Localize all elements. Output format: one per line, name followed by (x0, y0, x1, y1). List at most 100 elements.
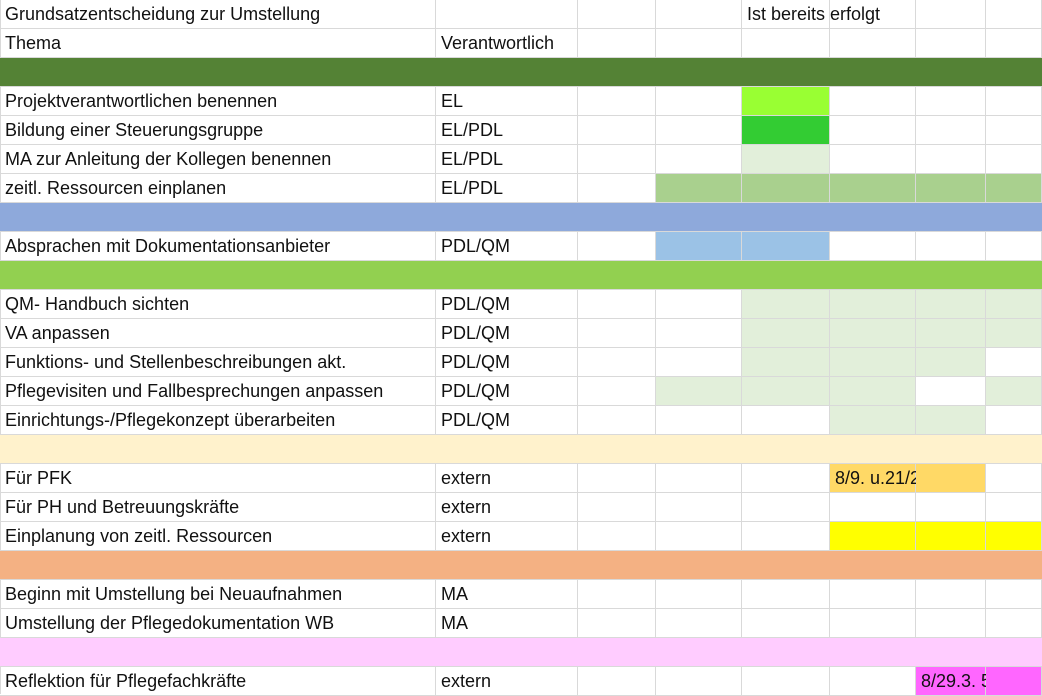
cell-f[interactable] (830, 609, 916, 638)
cell-h[interactable] (986, 0, 1042, 29)
cell-c[interactable] (578, 87, 656, 116)
cell-d[interactable] (656, 377, 742, 406)
cell-d[interactable] (656, 0, 742, 29)
cell-c[interactable] (578, 232, 656, 261)
cell-h[interactable] (986, 580, 1042, 609)
cell-b[interactable]: PDL/QM (436, 406, 578, 435)
cell-g[interactable] (916, 29, 986, 58)
cell-a[interactable]: Umstellung der Pflegedokumentation WB (0, 609, 436, 638)
cell-c[interactable] (578, 609, 656, 638)
cell-b[interactable]: PDL/QM (436, 319, 578, 348)
cell-b[interactable]: Verantwortlich (436, 29, 578, 58)
cell-f[interactable] (830, 87, 916, 116)
cell-f[interactable] (830, 348, 916, 377)
cell-e[interactable] (742, 493, 830, 522)
cell-d[interactable] (656, 348, 742, 377)
cell-a[interactable]: Pflegevisiten und Fallbesprechungen anpa… (0, 377, 436, 406)
cell-h[interactable] (986, 667, 1042, 696)
cell-h[interactable] (986, 290, 1042, 319)
cell-a[interactable]: Reflektion für Pflegefachkräfte (0, 667, 436, 696)
cell-h[interactable] (986, 522, 1042, 551)
cell-c[interactable] (578, 174, 656, 203)
cell-d[interactable] (656, 174, 742, 203)
cell-f[interactable] (830, 29, 916, 58)
cell-d[interactable] (656, 290, 742, 319)
cell-a[interactable]: MA zur Anleitung der Kollegen benennen (0, 145, 436, 174)
cell-b[interactable]: PDL/QM (436, 377, 578, 406)
cell-b[interactable]: PDL/QM (436, 348, 578, 377)
cell-g[interactable] (916, 406, 986, 435)
cell-g[interactable] (916, 232, 986, 261)
cell-h[interactable] (986, 406, 1042, 435)
cell-c[interactable] (578, 493, 656, 522)
cell-f[interactable] (830, 0, 916, 29)
cell-f[interactable] (830, 145, 916, 174)
cell-d[interactable] (656, 667, 742, 696)
cell-b[interactable]: EL/PDL (436, 116, 578, 145)
cell-f[interactable] (830, 667, 916, 696)
cell-b[interactable]: PDL/QM (436, 232, 578, 261)
cell-c[interactable] (578, 464, 656, 493)
cell-g[interactable] (916, 145, 986, 174)
cell-g[interactable] (916, 87, 986, 116)
cell-g[interactable] (916, 493, 986, 522)
cell-f[interactable] (830, 174, 916, 203)
cell-e[interactable] (742, 319, 830, 348)
cell-e[interactable] (742, 348, 830, 377)
cell-d[interactable] (656, 145, 742, 174)
cell-b[interactable]: MA (436, 580, 578, 609)
cell-e[interactable] (742, 145, 830, 174)
cell-h[interactable] (986, 319, 1042, 348)
cell-e[interactable] (742, 464, 830, 493)
cell-a[interactable]: Absprachen mit Dokumentationsanbieter (0, 232, 436, 261)
cell-a[interactable]: Für PH und Betreuungskräfte (0, 493, 436, 522)
cell-h[interactable] (986, 348, 1042, 377)
cell-e[interactable] (742, 174, 830, 203)
cell-d[interactable] (656, 522, 742, 551)
cell-g[interactable] (916, 290, 986, 319)
cell-c[interactable] (578, 29, 656, 58)
cell-a[interactable]: Funktions- und Stellenbeschreibungen akt… (0, 348, 436, 377)
cell-c[interactable] (578, 377, 656, 406)
cell-d[interactable] (656, 232, 742, 261)
cell-e[interactable] (742, 116, 830, 145)
section-header-cell[interactable] (0, 638, 1042, 667)
cell-h[interactable] (986, 29, 1042, 58)
cell-e[interactable]: Ist bereits erfolgt (742, 0, 880, 29)
cell-d[interactable] (656, 87, 742, 116)
cell-d[interactable] (656, 493, 742, 522)
cell-a[interactable]: Einrichtungs-/Pflegekonzept überarbeiten (0, 406, 436, 435)
cell-e[interactable] (742, 522, 830, 551)
cell-a[interactable]: Grundsatzentscheidung zur Umstellung (0, 0, 436, 29)
cell-e[interactable] (742, 87, 830, 116)
section-header-cell[interactable] (0, 58, 1042, 87)
cell-g[interactable]: 8/29.3. 5./26 (916, 667, 1021, 696)
cell-g[interactable] (916, 348, 986, 377)
cell-e[interactable] (742, 29, 830, 58)
cell-c[interactable] (578, 406, 656, 435)
cell-e[interactable] (742, 609, 830, 638)
cell-e[interactable] (742, 232, 830, 261)
cell-h[interactable] (986, 609, 1042, 638)
cell-g[interactable] (916, 377, 986, 406)
cell-d[interactable] (656, 464, 742, 493)
cell-a[interactable]: Bildung einer Steuerungsgruppe (0, 116, 436, 145)
cell-d[interactable] (656, 319, 742, 348)
cell-g[interactable] (916, 464, 986, 493)
cell-c[interactable] (578, 290, 656, 319)
cell-e[interactable] (742, 667, 830, 696)
cell-f[interactable] (830, 232, 916, 261)
cell-g[interactable] (916, 0, 986, 29)
cell-c[interactable] (578, 522, 656, 551)
cell-h[interactable] (986, 116, 1042, 145)
cell-d[interactable] (656, 116, 742, 145)
cell-h[interactable] (986, 493, 1042, 522)
cell-c[interactable] (578, 667, 656, 696)
cell-h[interactable] (986, 377, 1042, 406)
cell-f[interactable] (830, 290, 916, 319)
cell-b[interactable]: PDL/QM (436, 290, 578, 319)
cell-a[interactable]: zeitl. Ressourcen einplanen (0, 174, 436, 203)
cell-g[interactable] (916, 174, 986, 203)
cell-b[interactable]: extern (436, 522, 578, 551)
cell-a[interactable]: Thema (0, 29, 436, 58)
